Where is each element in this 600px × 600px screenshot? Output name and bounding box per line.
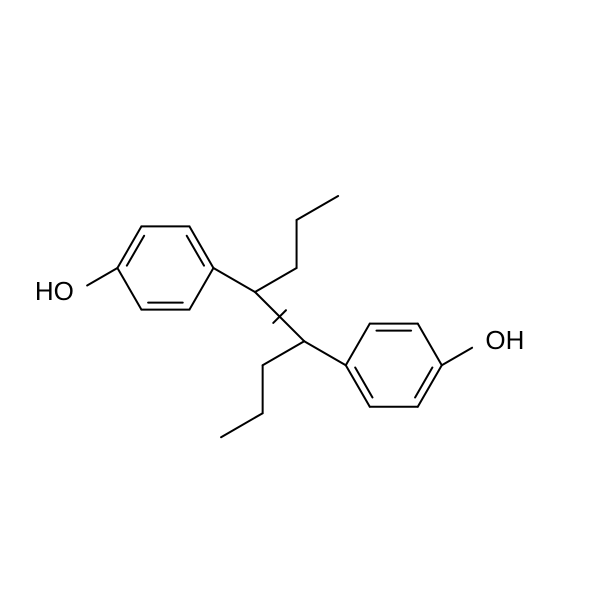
bond	[189, 268, 213, 310]
bond	[117, 268, 141, 310]
bond	[127, 236, 144, 266]
bond	[346, 324, 370, 366]
bond	[87, 268, 117, 286]
bond	[213, 268, 255, 292]
bond	[355, 368, 372, 398]
atom-label: HO	[35, 276, 74, 306]
bond	[304, 341, 346, 365]
atom-label: OH	[485, 325, 524, 355]
bond	[255, 268, 297, 292]
bond	[418, 324, 442, 366]
bond	[415, 368, 432, 398]
bond	[263, 341, 305, 365]
bond	[187, 236, 204, 266]
bond	[221, 413, 263, 437]
bond	[442, 348, 472, 366]
molecule-diagram: HO OH	[0, 0, 600, 600]
bond	[297, 196, 339, 220]
